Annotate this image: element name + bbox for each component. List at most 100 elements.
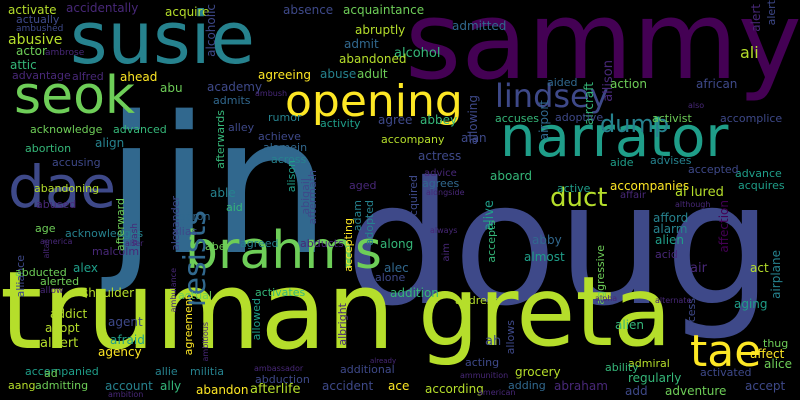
- word-agent: agent: [108, 315, 143, 329]
- word-allows: allows: [504, 320, 517, 355]
- word-activity: activity: [320, 117, 361, 130]
- word-ambitious: ambitious: [201, 322, 210, 362]
- word-aang: aang: [8, 379, 36, 392]
- word-actress: actress: [418, 149, 462, 163]
- word-al-lured: al lured: [675, 185, 724, 200]
- word-advises: advises: [650, 154, 692, 167]
- word-action: action: [610, 77, 647, 91]
- word-actual: actual: [178, 289, 212, 302]
- word-accidentally: accidentally: [66, 1, 139, 15]
- word-actor: actor: [16, 44, 47, 58]
- word-acknowledge: acknowledge: [30, 123, 103, 136]
- word-activates: activates: [255, 286, 306, 299]
- word-alamein: alamein: [263, 141, 308, 154]
- word-afford: afford: [653, 211, 689, 225]
- word-accompanied: accompanied: [25, 365, 99, 378]
- word-ambition: ambition: [108, 390, 144, 399]
- word-attic: attic: [10, 58, 37, 72]
- word-regularly: regularly: [628, 371, 682, 385]
- word-abandoning: abandoning: [34, 182, 100, 195]
- word-abuse: abuse: [320, 67, 357, 81]
- word-alien: alien: [655, 233, 685, 247]
- word-allie: allie: [155, 365, 178, 378]
- word-agreeing: agreeing: [258, 68, 311, 82]
- word-additional: additional: [340, 363, 395, 376]
- word-abandoned: abandoned: [339, 52, 407, 66]
- word-ambushed: ambushed: [16, 24, 64, 34]
- word-admiral: admiral: [628, 357, 670, 370]
- word-abduction: abduction: [255, 373, 310, 386]
- word-alex: alex: [73, 261, 98, 275]
- word-shoulder: shoulder: [82, 286, 135, 300]
- word-advance: advance: [735, 167, 782, 180]
- word-accuses: accuses: [495, 112, 540, 125]
- word-adopt: adopt: [45, 321, 80, 335]
- word-aim: aim: [441, 243, 452, 262]
- word-ace: ace: [388, 379, 410, 393]
- word-alan: alan: [461, 131, 487, 145]
- word-alerted: alerted: [40, 275, 80, 288]
- word-truman: truman: [0, 249, 396, 374]
- word-aide: aide: [610, 156, 634, 169]
- word-activate: activate: [8, 3, 57, 17]
- word-adventure: adventure: [665, 384, 727, 398]
- word-alison: alison: [285, 160, 298, 193]
- word-tae: tae: [690, 326, 762, 377]
- word-accomplice: accomplice: [720, 112, 783, 125]
- word-alone: alone: [375, 271, 406, 284]
- word-albert: albert: [40, 336, 79, 351]
- word-agree: agree: [378, 113, 413, 127]
- word-accompanies: accompanies: [610, 179, 690, 193]
- word-able: able: [210, 186, 236, 200]
- word-accepts: accepts: [485, 220, 498, 263]
- word-advantage: advantage: [12, 69, 71, 82]
- word-alec: alec: [384, 261, 409, 275]
- word-admitting: admitting: [35, 379, 89, 392]
- word-affect: affect: [750, 347, 785, 361]
- word-abusive: abusive: [8, 32, 63, 48]
- word-always: always: [430, 226, 458, 235]
- word-susie: susie: [70, 0, 255, 80]
- word-ambulance: ambulance: [169, 268, 178, 313]
- word-actually: actually: [16, 13, 60, 26]
- word-accident: accident: [322, 379, 374, 393]
- word-african: african: [696, 77, 738, 91]
- word-jin: jin: [105, 76, 331, 297]
- word-abducted: abducted: [15, 266, 67, 279]
- word-acquired: acquired: [407, 175, 420, 223]
- word-aftermath: aftermath: [306, 170, 319, 225]
- word-abraham: abraham: [554, 379, 608, 393]
- word-ambrose: ambrose: [45, 48, 85, 58]
- word-abortion: abortion: [25, 142, 72, 155]
- word-accept: accept: [745, 379, 786, 393]
- word-aid: aid: [226, 201, 243, 214]
- word-affair: affair: [620, 190, 647, 201]
- word-ammunition: ammunition: [460, 371, 509, 380]
- word-absence: absence: [283, 3, 334, 17]
- word-agreement: agreement: [182, 295, 195, 356]
- word-alpha: alpha: [595, 294, 618, 303]
- word-acquire: acquire: [165, 5, 210, 19]
- word-alfred: alfred: [72, 70, 104, 83]
- word-agrees: agrees: [422, 177, 460, 190]
- word-adopted: adopted: [363, 200, 376, 246]
- word-adoptive: adoptive: [555, 111, 604, 124]
- word-alert: alert: [765, 0, 778, 26]
- word-although: although: [675, 200, 711, 209]
- word-ambush: ambush: [255, 89, 288, 98]
- word-ambassador: ambassador: [254, 364, 304, 373]
- word-account: account: [105, 379, 153, 393]
- word-adult: adult: [357, 67, 388, 81]
- word-address: address: [455, 294, 499, 307]
- word-ah: ah: [485, 334, 502, 349]
- word-according: according: [425, 382, 484, 396]
- word-achieve: achieve: [258, 130, 301, 143]
- word-already: already: [370, 357, 397, 365]
- word-ad: ad: [44, 367, 58, 380]
- word-seok: seok: [14, 66, 136, 126]
- word-dump: dump: [600, 110, 670, 138]
- word-afterwards: afterwards: [214, 110, 227, 169]
- word-sammy: sammy: [405, 0, 800, 104]
- word-accompany: accompany: [381, 133, 445, 146]
